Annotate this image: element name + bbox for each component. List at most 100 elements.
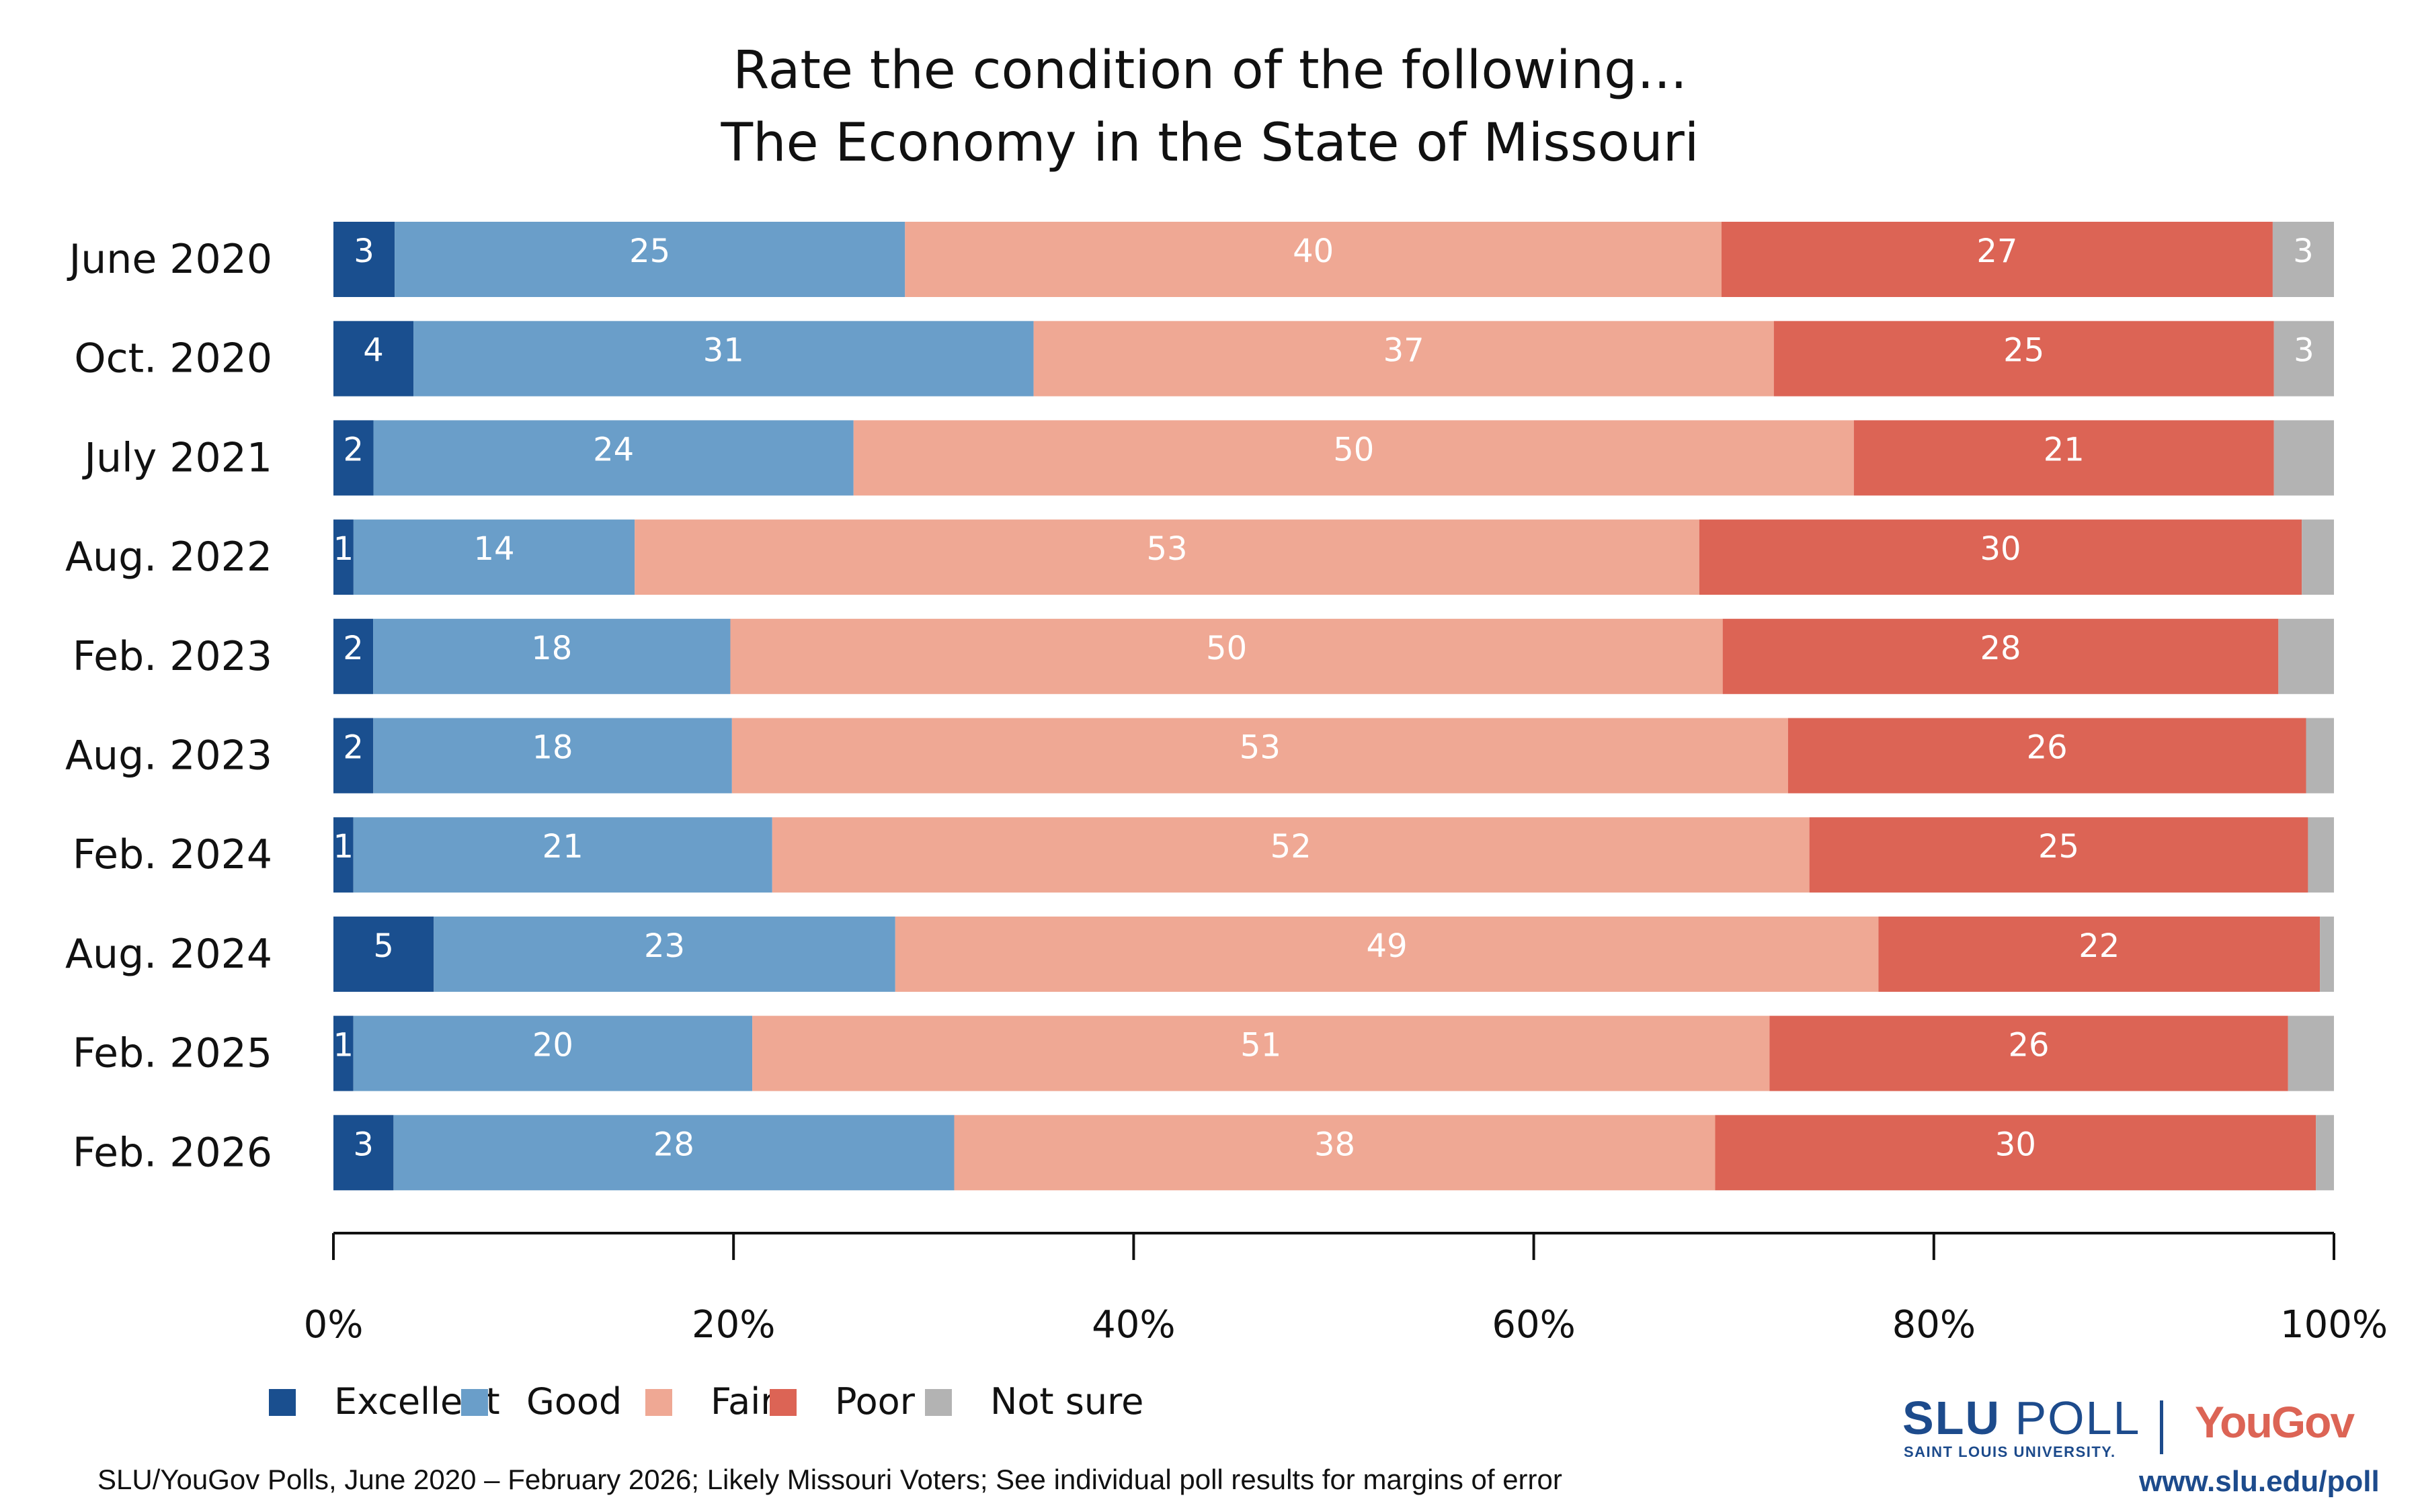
slu-yougov-logo: SLU POLL SAINT LOUIS UNIVERSITY. YouGov …: [1902, 1391, 2380, 1505]
x-tick-label: 0%: [304, 1303, 364, 1347]
x-tick-label: 20%: [692, 1303, 775, 1347]
data-label: 50: [1206, 630, 1247, 667]
x-tick-label: 40%: [1092, 1303, 1175, 1347]
bar-segment-poor: [1773, 321, 2274, 396]
bar-segment-poor: [1853, 420, 2274, 496]
bar-segment-fair: [895, 916, 1879, 992]
legend-swatch-fair: [645, 1389, 672, 1416]
bar-segment-poor: [1878, 916, 2321, 992]
data-label: 1: [333, 1027, 354, 1064]
bar-segment-excellent: [333, 618, 374, 694]
data-label: 2: [343, 630, 364, 667]
data-label: 38: [1314, 1126, 1355, 1163]
data-label: 23: [644, 927, 685, 965]
data-label: 53: [1146, 530, 1187, 568]
data-label: 24: [593, 431, 634, 468]
bar-segment-good: [353, 519, 635, 595]
data-label: 18: [531, 630, 572, 667]
bar-segment-excellent: [333, 222, 395, 297]
bar-segment-poor: [1722, 618, 2279, 694]
slu-university-text: SAINT LOUIS UNIVERSITY.: [1904, 1443, 2116, 1460]
data-label: 1: [333, 530, 354, 568]
bar-segment-poor: [1769, 1015, 2288, 1091]
data-label: 21: [542, 828, 583, 866]
row-label: Aug. 2022: [65, 534, 272, 581]
bar-segment-not-sure: [2320, 916, 2334, 992]
bar-segment-not-sure: [2278, 618, 2334, 694]
legend-swatch-good: [461, 1389, 488, 1416]
legend-label: Good: [526, 1380, 622, 1423]
data-label: 30: [1980, 530, 2021, 568]
data-label: 18: [532, 729, 573, 767]
chart-subtitle: The Economy in the State of Missouri: [721, 113, 1699, 173]
row-label: Feb. 2024: [73, 831, 272, 878]
bar-segment-good: [373, 718, 732, 794]
legend-label: Not sure: [990, 1380, 1143, 1423]
bar-segment-fair: [731, 718, 1788, 794]
bar-segment-fair: [1033, 321, 1774, 396]
data-label: 20: [532, 1027, 573, 1064]
data-label: 52: [1270, 828, 1312, 866]
footer-note: SLU/YouGov Polls, June 2020 – February 2…: [97, 1464, 1562, 1495]
bar-segment-not-sure: [2302, 519, 2334, 595]
bar-segment-not-sure: [2273, 420, 2334, 496]
bar-segment-not-sure: [2272, 222, 2334, 297]
data-label: 26: [2008, 1027, 2049, 1064]
x-tick-label: 80%: [1892, 1303, 1976, 1347]
data-label: 4: [363, 332, 384, 370]
data-label: 22: [2079, 927, 2120, 965]
legend-label: Poor: [835, 1380, 916, 1423]
bar-segment-poor: [1809, 817, 2308, 893]
data-label: 40: [1293, 233, 1334, 270]
data-label: 27: [1976, 233, 2017, 270]
data-label: 3: [2293, 233, 2314, 270]
data-label: 26: [2027, 729, 2068, 767]
row-label: Feb. 2026: [73, 1129, 272, 1176]
bar-segment-good: [434, 916, 895, 992]
bar-segment-excellent: [333, 321, 414, 396]
bar-segment-poor: [1787, 718, 2306, 794]
row-label: Oct. 2020: [74, 335, 272, 382]
bar-segment-good: [373, 618, 731, 694]
bar-segment-excellent: [333, 1015, 354, 1091]
bar-segment-fair: [853, 420, 1854, 496]
data-label: 51: [1240, 1027, 1281, 1064]
data-label: 28: [653, 1126, 694, 1163]
data-label: 28: [1980, 630, 2021, 667]
data-label: 30: [1995, 1126, 2036, 1163]
data-label: 1: [333, 828, 354, 866]
bar-segment-not-sure: [2288, 1015, 2334, 1091]
bar-segment-not-sure: [2316, 1115, 2334, 1191]
poll-url-link[interactable]: www.slu.edu/poll: [2139, 1465, 2380, 1498]
bar-segment-good: [353, 1015, 753, 1091]
bar-segment-excellent: [333, 519, 354, 595]
data-label: 50: [1333, 431, 1374, 468]
data-label: 37: [1383, 332, 1424, 370]
bar-segment-fair: [954, 1115, 1716, 1191]
bar-segment-fair: [772, 817, 1810, 893]
legend-swatch-poor: [770, 1389, 797, 1416]
bar-segment-good: [373, 420, 854, 496]
chart-title: Rate the condition of the following...: [733, 40, 1687, 101]
row-label: Feb. 2025: [73, 1030, 272, 1077]
data-label: 25: [629, 233, 670, 270]
bar-segment-excellent: [333, 817, 354, 893]
data-label: 25: [2003, 332, 2044, 370]
row-label: June 2020: [67, 236, 272, 283]
bar-segment-excellent: [333, 420, 374, 496]
data-label: 3: [2294, 332, 2314, 370]
data-label: 3: [353, 1126, 374, 1163]
bar-segment-not-sure: [2273, 321, 2334, 396]
legend-swatch-excellent: [269, 1389, 296, 1416]
data-label: 21: [2044, 431, 2085, 468]
data-label: 53: [1240, 729, 1281, 767]
bar-segment-good: [393, 1115, 955, 1191]
x-tick-label: 60%: [1492, 1303, 1575, 1347]
row-label: Aug. 2024: [65, 931, 272, 978]
bar-segment-good: [395, 222, 905, 297]
data-label: 31: [703, 332, 744, 370]
logo-divider: [2160, 1400, 2163, 1454]
yougov-logo: YouGov: [2195, 1397, 2355, 1447]
bar-segment-poor: [1721, 222, 2273, 297]
